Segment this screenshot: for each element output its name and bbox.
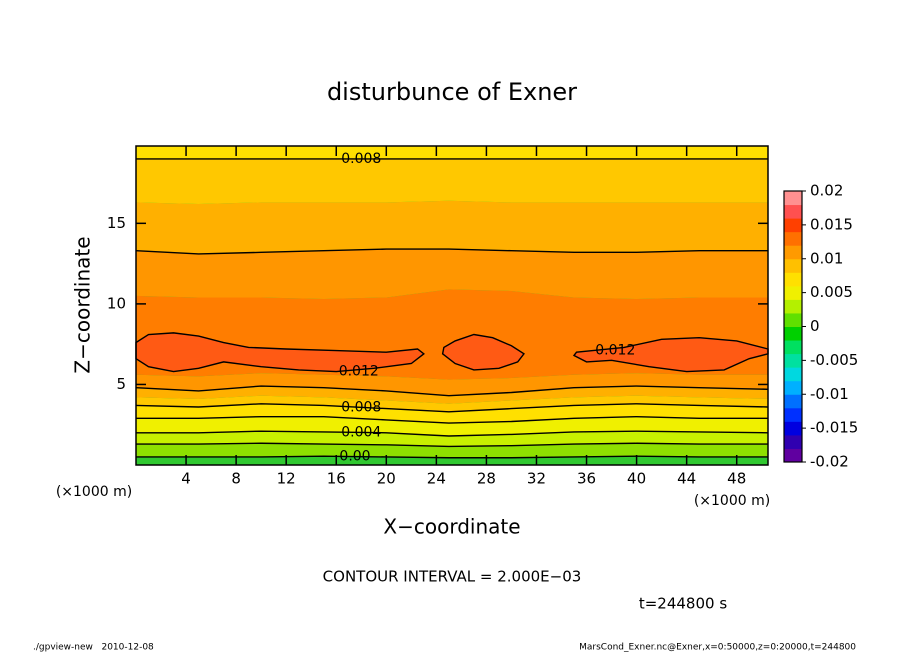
contour-line [135,403,769,413]
colorbar-swatch [784,299,802,314]
contour-line [136,430,769,437]
colorbar-swatch [784,421,802,436]
contour-band [136,200,768,254]
x-tick-label: 4 [181,470,191,488]
colorbar-swatch [784,191,802,206]
colorbar-swatch [784,218,802,233]
x-tick-label: 8 [231,470,241,488]
colorbar-tick-label: -0.01 [810,385,849,403]
contour-band [136,386,768,404]
contour-line [135,248,768,255]
contour-blob [135,332,425,373]
plot-frame [135,145,769,466]
x-tick-label: 40 [627,470,646,488]
y-tick-label: 10 [107,294,126,312]
colorbar-tick-label: 0.01 [810,249,843,267]
contour-band [136,443,768,458]
x-tick-label: 16 [327,470,346,488]
footer-left: ./gpview-new 2010-12-08 [33,643,154,653]
contour-label: 0.00 [339,449,370,465]
contour-interval: CONTOUR INTERVAL = 2.000E−03 [323,568,582,586]
contour-band [136,395,768,412]
y-tick-label: 5 [116,375,126,393]
contour-line [136,415,768,424]
contour-blob [441,333,525,371]
contour-band [136,403,768,424]
contour-line [136,455,768,459]
footer-right: MarsCond_Exner.nc@Exner,x=0:50000,z=0:20… [579,643,856,653]
contour-band [136,249,768,300]
colorbar-swatch [784,353,802,368]
x-tick-label: 20 [377,470,396,488]
contour-label: 0.004 [341,424,381,440]
x-unit: (×1000 m) [694,493,770,509]
colorbar-tick-label: 0 [810,317,820,335]
colorbar-swatch [784,285,802,300]
colorbar-swatch [784,312,802,327]
colorbar-swatch [784,272,802,287]
contour-label: 0.012 [595,343,635,359]
x-tick-label: 48 [727,470,746,488]
x-tick-label: 28 [477,470,496,488]
colorbar-tick-label: -0.02 [810,453,849,471]
colorbar-swatch [784,245,802,260]
colorbar-swatch [784,367,802,382]
x-tick-label: 44 [677,470,696,488]
colorbar-tick-label: 0.005 [810,283,853,301]
contour-band [136,146,768,159]
y-tick-label: 15 [107,214,126,232]
colorbar-swatch [784,434,802,449]
chart-title: disturbunce of Exner [327,78,577,106]
colorbar-swatch [784,204,802,219]
colorbar-swatch [784,448,802,463]
contour-band [136,431,768,447]
x-unit: (×1000 m) [56,484,132,500]
time-label: t=244800 s [639,595,727,613]
colorbar-tick-label: 0.015 [810,215,853,233]
x-tick-label: 24 [427,470,446,488]
contour-line [135,385,769,397]
colorbar-swatch [784,340,802,355]
colorbar-swatch [784,380,802,395]
colorbar-swatch [784,258,802,273]
contour-label: 0.008 [341,399,381,415]
colorbar-swatch [784,326,802,341]
contour-band [136,158,768,204]
colorbar-swatch [784,231,802,246]
y-axis-label: Z−coordinate [71,236,95,373]
colorbar-swatch [784,394,802,409]
colorbar-tick-label: -0.015 [810,419,858,437]
contour-label: 0.008 [341,151,381,167]
contour-label: 0.012 [339,364,379,380]
x-axis-label: X−coordinate [383,515,520,539]
contour-line [136,442,768,448]
x-tick-label: 12 [277,470,296,488]
colorbar-tick-label: -0.005 [810,351,858,369]
contour-band [136,373,768,396]
x-tick-label: 36 [577,470,596,488]
x-tick-label: 32 [527,470,546,488]
colorbar-swatch [784,407,802,422]
colorbar-tick-label: 0.02 [810,182,843,200]
